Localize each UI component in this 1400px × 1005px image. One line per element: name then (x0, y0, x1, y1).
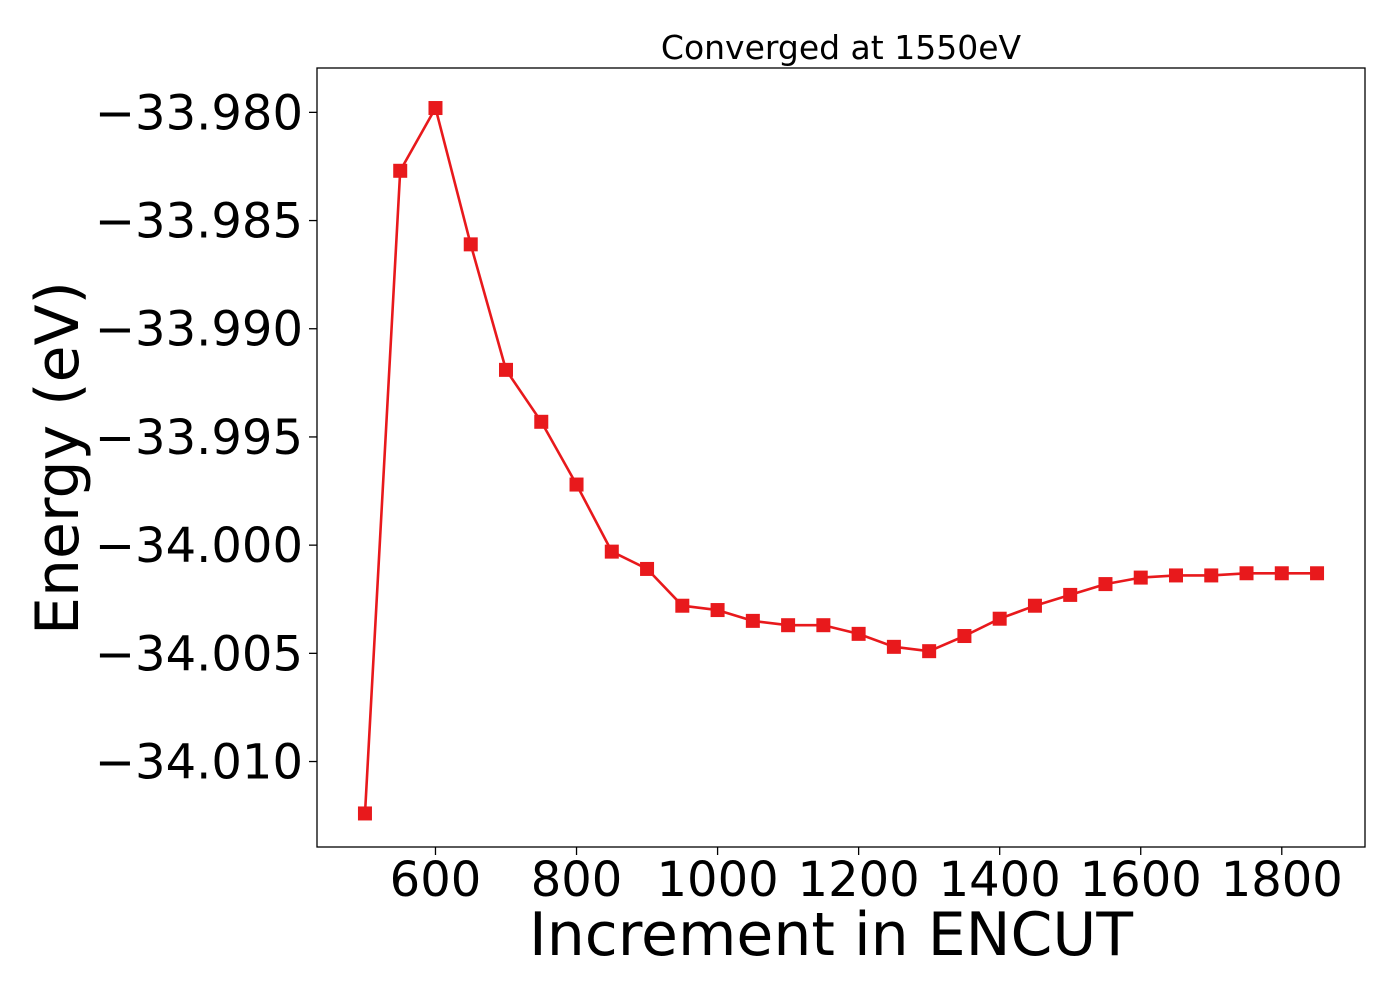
chart-title: Converged at 1550eV (661, 28, 1022, 67)
data-point-marker (1310, 566, 1325, 581)
data-point-marker (781, 618, 796, 633)
data-point-marker (569, 477, 584, 492)
y-axis-label: Energy (eV) (23, 281, 93, 635)
data-point-marker (1168, 568, 1183, 583)
y-tick-label: −34.010 (95, 735, 303, 791)
data-point-marker (1204, 568, 1219, 583)
data-point-marker (1274, 566, 1289, 581)
x-axis: 600 800 1000 1200 1400 1600 1800 (390, 847, 1343, 908)
data-point-marker (816, 618, 831, 633)
data-point-marker (604, 544, 619, 559)
data-point-marker (886, 639, 901, 654)
y-tick-label: −33.980 (95, 85, 303, 141)
data-point-marker (1063, 587, 1078, 602)
data-point-marker (675, 598, 690, 613)
data-point-marker (1098, 577, 1113, 592)
data-point-marker (1027, 598, 1042, 613)
x-tick-label: 1000 (657, 852, 779, 908)
y-tick-label: −33.985 (95, 194, 303, 250)
data-point-marker (463, 237, 478, 252)
data-point-marker (992, 611, 1007, 626)
y-axis: −33.980 −33.985 −33.990 −33.995 −34.000 −34.0… (95, 85, 317, 791)
plot-area (316, 67, 1366, 848)
data-point-marker (957, 629, 972, 644)
data-point-marker (393, 163, 408, 178)
data-point-marker (745, 613, 760, 628)
y-tick-label: −34.000 (95, 518, 303, 574)
data-point-marker (851, 626, 866, 641)
y-tick-label: −34.005 (95, 626, 303, 682)
data-point-marker (710, 603, 725, 618)
data-point-marker (428, 101, 443, 116)
x-tick-label: 600 (390, 852, 482, 908)
y-tick-label: −33.990 (95, 302, 303, 358)
data-point-marker (640, 561, 655, 576)
x-tick-label: 1800 (1221, 852, 1343, 908)
y-tick-label: −33.995 (95, 410, 303, 466)
series-line (363, 106, 1317, 814)
data-point-marker (534, 414, 549, 429)
data-point-marker (1239, 566, 1254, 581)
data-point-marker (922, 644, 937, 659)
series-layer (357, 101, 1325, 821)
x-tick-label: 1200 (798, 852, 920, 908)
x-tick-label: 800 (531, 852, 623, 908)
x-tick-label: 1600 (1080, 852, 1202, 908)
data-point-marker (1133, 570, 1148, 585)
data-point-marker (499, 362, 514, 377)
x-axis-label: Increment in ENCUT (529, 900, 1133, 970)
x-tick-label: 1400 (939, 852, 1061, 908)
data-point-marker (357, 806, 372, 821)
